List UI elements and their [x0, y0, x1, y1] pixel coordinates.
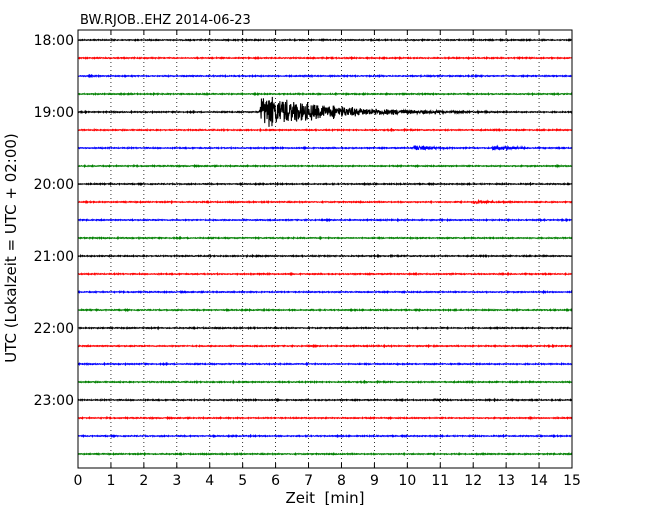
trace-line — [78, 253, 572, 259]
seismic-traces — [78, 37, 572, 457]
x-axis-ticks: 0 1 2 3 4 5 6 7 8 9 10 11 12 13 14 15 — [74, 30, 581, 489]
trace-line — [78, 127, 572, 133]
trace-line — [78, 217, 572, 223]
y-tick-label: 22:00 — [34, 321, 74, 337]
trace-line — [78, 55, 572, 61]
x-tick-label: 8 — [337, 473, 346, 489]
x-axis-label: Zeit [min] — [285, 489, 364, 507]
trace-line — [78, 73, 572, 79]
x-tick-label: 2 — [139, 473, 148, 489]
trace-line — [78, 91, 572, 97]
x-tick-label: 1 — [106, 473, 115, 489]
x-tick-label: 15 — [563, 473, 581, 489]
plot-frame — [77, 29, 573, 469]
y-tick-label: 20:00 — [34, 177, 74, 193]
x-tick-label: 7 — [304, 473, 313, 489]
trace-line — [78, 235, 572, 241]
trace-line — [78, 37, 572, 43]
trace-line — [78, 433, 572, 439]
y-tick-label: 18:00 — [34, 33, 74, 49]
trace-line — [78, 307, 572, 313]
x-tick-label: 0 — [74, 473, 83, 489]
trace-line — [78, 361, 572, 367]
y-tick-label: 19:00 — [34, 105, 74, 121]
trace-line — [78, 181, 572, 187]
trace-line — [78, 289, 572, 295]
x-tick-label: 5 — [238, 473, 247, 489]
trace-line — [78, 343, 572, 349]
trace-line — [78, 144, 572, 152]
trace-line — [78, 163, 572, 169]
y-tick-label: 23:00 — [34, 393, 74, 409]
trace-line — [78, 96, 572, 127]
x-tick-label: 3 — [172, 473, 181, 489]
trace-line — [78, 325, 572, 331]
x-tick-label: 11 — [431, 473, 449, 489]
trace-line — [78, 397, 572, 403]
y-axis-label: UTC (Lokalzeit = UTC + 02:00) — [2, 133, 20, 363]
chart-title: BW.RJOB..EHZ 2014-06-23 — [80, 13, 251, 28]
trace-line — [78, 415, 572, 421]
x-tick-label: 10 — [398, 473, 416, 489]
vertical-gridlines — [110, 30, 540, 468]
trace-line — [78, 451, 572, 457]
x-tick-label: 14 — [530, 473, 548, 489]
x-tick-label: 4 — [205, 473, 214, 489]
trace-line — [78, 271, 572, 277]
x-tick-label: 13 — [497, 473, 515, 489]
x-tick-label: 6 — [271, 473, 280, 489]
trace-line — [78, 198, 572, 205]
y-axis-ticks: 18:00 19:00 20:00 21:00 22:00 23:00 — [34, 33, 572, 409]
x-tick-label: 9 — [370, 473, 379, 489]
trace-line — [78, 379, 572, 385]
x-tick-label: 12 — [464, 473, 482, 489]
y-tick-label: 21:00 — [34, 249, 74, 265]
